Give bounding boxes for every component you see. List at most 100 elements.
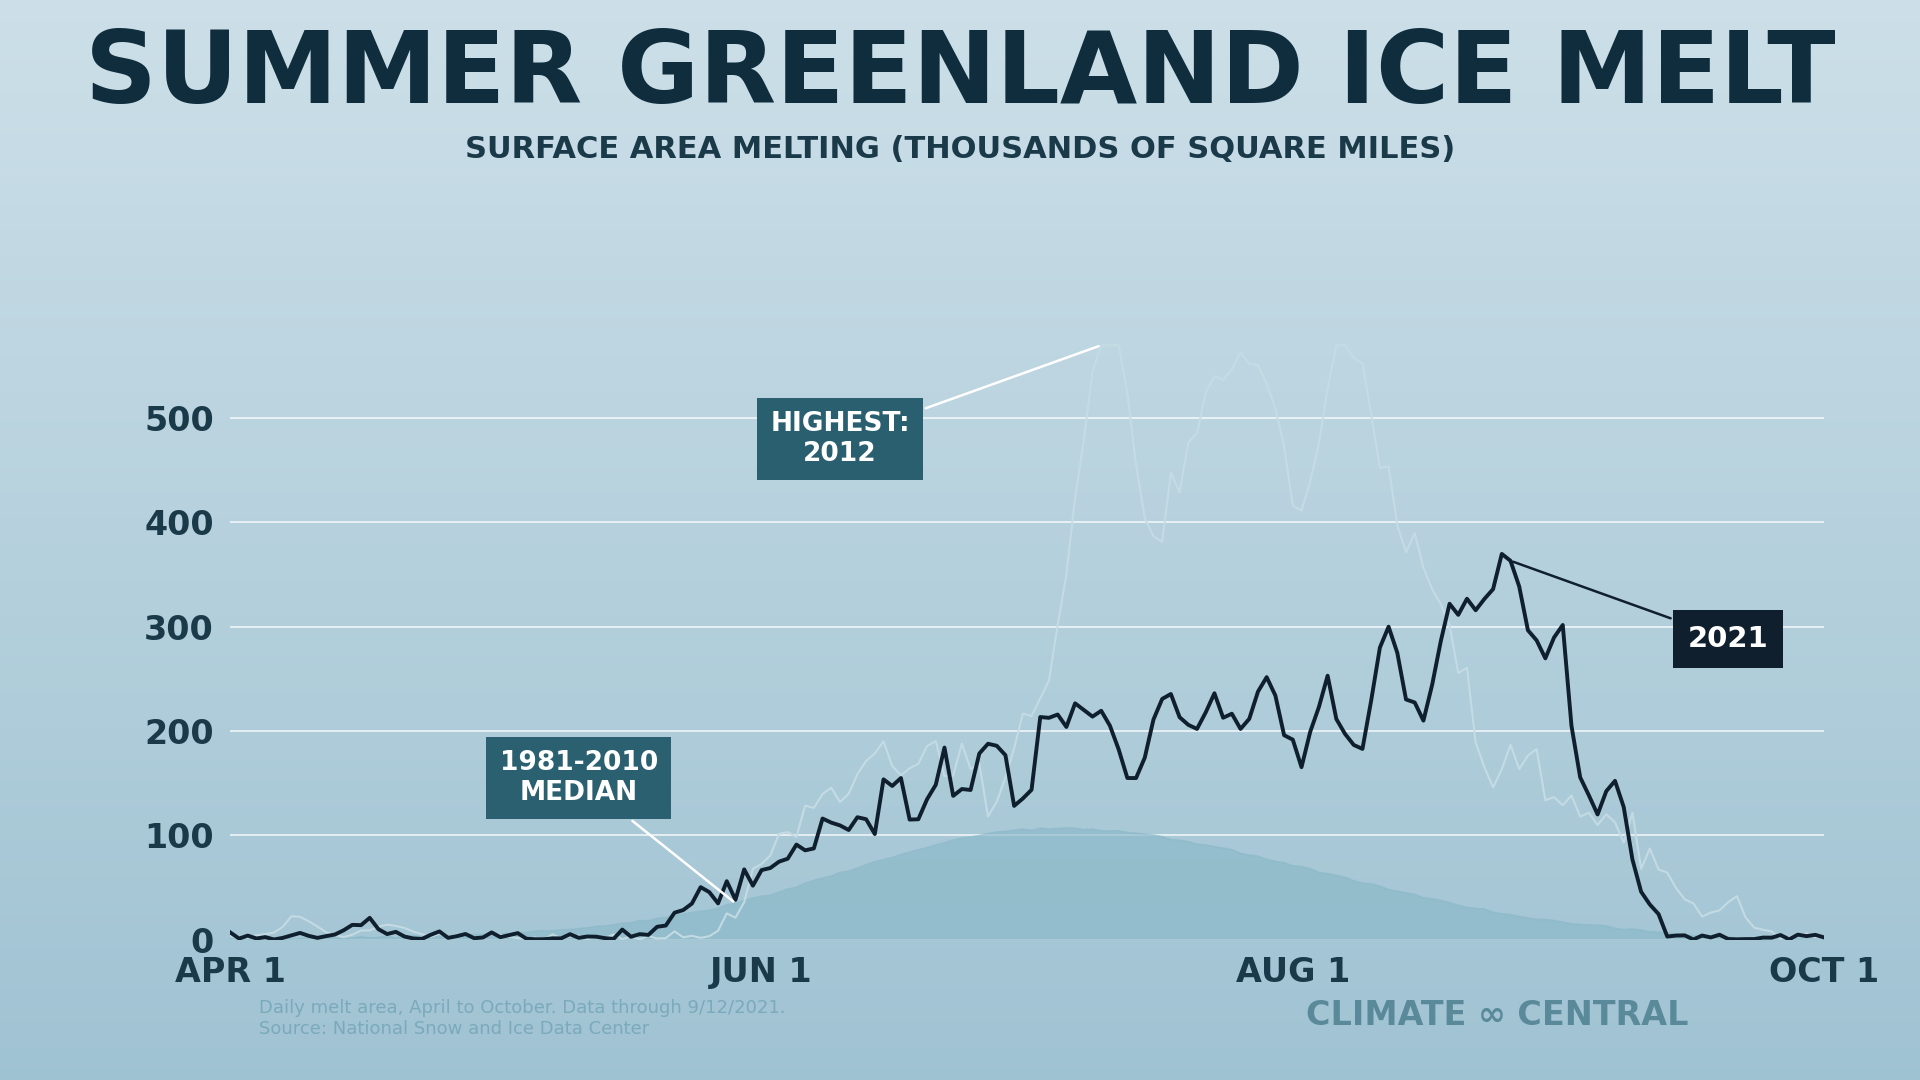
Bar: [0, 572, 1920, 576]
Bar: [0, 489, 1920, 494]
Bar: [0, 597, 1920, 602]
Bar: [0, 515, 1920, 518]
Bar: [0, 32, 1920, 36]
Bar: [0, 40, 1920, 43]
Bar: [0, 11, 1920, 14]
Bar: [0, 702, 1920, 705]
Bar: [0, 904, 1920, 907]
Bar: [0, 137, 1920, 140]
Bar: [0, 281, 1920, 284]
Bar: [0, 364, 1920, 367]
Bar: [0, 602, 1920, 605]
Bar: [0, 396, 1920, 400]
Bar: [0, 140, 1920, 144]
Bar: [0, 576, 1920, 580]
Bar: [0, 1072, 1920, 1077]
Bar: [0, 457, 1920, 461]
Bar: [0, 360, 1920, 364]
Bar: [0, 180, 1920, 184]
Bar: [0, 1037, 1920, 1040]
Bar: [0, 299, 1920, 302]
Bar: [0, 108, 1920, 111]
Bar: [0, 954, 1920, 958]
Bar: [0, 259, 1920, 262]
Bar: [0, 1040, 1920, 1044]
Bar: [0, 238, 1920, 241]
Bar: [0, 796, 1920, 799]
Bar: [0, 353, 1920, 356]
Bar: [0, 864, 1920, 867]
Bar: [0, 630, 1920, 634]
Bar: [0, 356, 1920, 360]
Bar: [0, 443, 1920, 446]
Bar: [0, 450, 1920, 454]
Text: 1981-2010
MEDIAN: 1981-2010 MEDIAN: [499, 750, 733, 902]
Bar: [0, 724, 1920, 727]
Bar: [0, 1012, 1920, 1015]
Bar: [0, 608, 1920, 612]
Bar: [0, 921, 1920, 926]
Bar: [0, 856, 1920, 861]
Bar: [0, 947, 1920, 950]
Bar: [0, 83, 1920, 86]
Bar: [0, 821, 1920, 824]
Bar: [0, 497, 1920, 500]
Bar: [0, 565, 1920, 569]
Bar: [0, 932, 1920, 936]
Bar: [0, 321, 1920, 324]
Bar: [0, 659, 1920, 662]
Bar: [0, 54, 1920, 57]
Bar: [0, 694, 1920, 699]
Bar: [0, 767, 1920, 770]
Bar: [0, 1062, 1920, 1066]
Bar: [0, 486, 1920, 489]
Text: 2021: 2021: [1513, 562, 1768, 653]
Bar: [0, 1058, 1920, 1062]
Bar: [0, 562, 1920, 565]
Bar: [0, 144, 1920, 148]
Bar: [0, 918, 1920, 921]
Bar: [0, 1034, 1920, 1037]
Bar: [0, 936, 1920, 940]
Bar: [0, 802, 1920, 807]
Bar: [0, 208, 1920, 213]
Bar: [0, 270, 1920, 273]
Bar: [0, 616, 1920, 619]
Bar: [0, 543, 1920, 548]
Bar: [0, 878, 1920, 882]
Bar: [0, 813, 1920, 818]
Bar: [0, 764, 1920, 767]
Bar: [0, 500, 1920, 504]
Bar: [0, 213, 1920, 216]
Bar: [0, 386, 1920, 389]
Bar: [0, 896, 1920, 900]
Bar: [0, 842, 1920, 846]
Text: SURFACE AREA MELTING (THOUSANDS OF SQUARE MILES): SURFACE AREA MELTING (THOUSANDS OF SQUAR…: [465, 135, 1455, 164]
Bar: [0, 846, 1920, 850]
Bar: [0, 940, 1920, 943]
Bar: [0, 133, 1920, 137]
Bar: [0, 3, 1920, 8]
Bar: [0, 526, 1920, 529]
Bar: [0, 893, 1920, 896]
Bar: [0, 1051, 1920, 1055]
Bar: [0, 105, 1920, 108]
Bar: [0, 742, 1920, 745]
Bar: [0, 202, 1920, 205]
Bar: [0, 122, 1920, 126]
Bar: [0, 673, 1920, 677]
Bar: [0, 464, 1920, 468]
Bar: [0, 720, 1920, 724]
Bar: [0, 529, 1920, 532]
Bar: [0, 187, 1920, 191]
Bar: [0, 586, 1920, 591]
Bar: [0, 219, 1920, 224]
Bar: [0, 407, 1920, 410]
Bar: [0, 716, 1920, 720]
Bar: [0, 781, 1920, 785]
Bar: [0, 65, 1920, 68]
Bar: [0, 745, 1920, 748]
Bar: [0, 494, 1920, 497]
Bar: [0, 875, 1920, 878]
Bar: [0, 262, 1920, 267]
